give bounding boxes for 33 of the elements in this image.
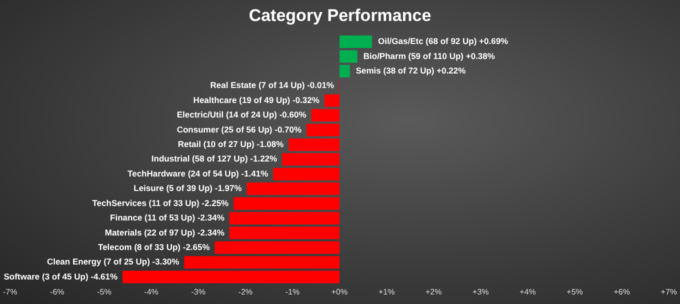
x-tick-label: -3% — [191, 287, 206, 296]
x-tick-label: -5% — [97, 287, 112, 296]
x-tick-label: -2% — [238, 287, 253, 296]
y-tick-label: Materials (22 of 97 Up) -2.34% — [104, 227, 225, 238]
y-tick-label: Retail (10 of 27 Up) -1.08% — [178, 139, 284, 150]
y-tick-label: Finance (11 of 53 Up) -2.34% — [110, 212, 225, 223]
x-tick-label: +0% — [331, 287, 348, 296]
x-tick-label: +7% — [660, 287, 677, 296]
x-tick-label: -7% — [2, 287, 18, 296]
x-tick-label: +4% — [520, 287, 536, 296]
y-tick-label: Bio/Pharm (59 of 110 Up) +0.38% — [363, 50, 496, 61]
x-tick-label: -4% — [144, 287, 158, 296]
y-tick-label: Telecom (8 of 33 Up) -2.65% — [98, 242, 210, 252]
y-tick-label: Healthcare (19 of 49 Up) -0.32% — [193, 94, 320, 105]
y-tick-label: Software (3 of 45 Up) -4.61% — [4, 271, 118, 282]
y-tick-label: Industrial (58 of 127 Up) -1.22% — [151, 154, 278, 164]
x-tick-label: +6% — [614, 287, 630, 296]
chart-title: Category Performance — [248, 6, 432, 25]
y-tick-label: TechHardware (24 of 54 Up) -1.41% — [128, 168, 269, 178]
y-tick-label: Electric/Util (14 of 24 Up) -0.60% — [176, 110, 307, 120]
y-tick-label: Oil/Gas/Etc (68 of 92 Up) +0.69% — [378, 36, 509, 46]
y-tick-label: TechServices (11 of 33 Up) -2.25% — [92, 198, 230, 208]
y-tick-label: Real Estate (7 of 14 Up) -0.01% — [210, 80, 334, 90]
x-tick-label: -6% — [50, 287, 64, 296]
x-tick-label: +1% — [378, 287, 395, 296]
y-tick-label: Consumer (25 of 56 Up) -0.70% — [176, 124, 302, 134]
x-tick-label: +2% — [425, 287, 442, 296]
x-tick-label: +3% — [472, 287, 489, 296]
x-tick-label: +5% — [566, 287, 583, 296]
y-tick-label: Semis (38 of 72 Up) +0.22% — [356, 66, 466, 76]
y-tick-label: Leisure (5 of 39 Up) -1.97% — [134, 183, 242, 194]
x-tick-label: -1% — [285, 287, 300, 296]
y-tick-label: Clean Energy (7 of 25 Up) -3.30% — [46, 256, 180, 267]
